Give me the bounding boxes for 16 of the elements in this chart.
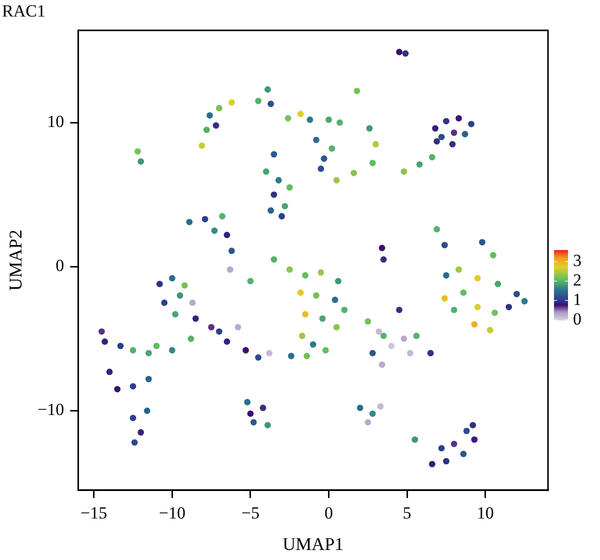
y-tick-label: −10 <box>38 400 64 420</box>
x-tick-label: 10 <box>476 504 494 523</box>
y-axis-title: UMAP2 <box>6 230 26 291</box>
y-tick-label: 10 <box>47 112 64 132</box>
x-tick-label: −15 <box>80 504 108 523</box>
color-bar-label: 2 <box>573 270 582 290</box>
x-tick-label: 5 <box>402 504 412 523</box>
x-tick-label: −10 <box>158 504 186 523</box>
x-axis-title: UMAP1 <box>282 534 344 554</box>
y-tick-label: 0 <box>56 256 64 276</box>
x-tick-label: 0 <box>324 504 334 523</box>
x-tick-label: −5 <box>241 504 260 523</box>
chart-title: RAC1 <box>2 2 46 21</box>
color-bar-label: 0 <box>573 309 582 328</box>
color-bar-label: 1 <box>573 290 582 310</box>
color-bar-label: 3 <box>573 251 582 270</box>
